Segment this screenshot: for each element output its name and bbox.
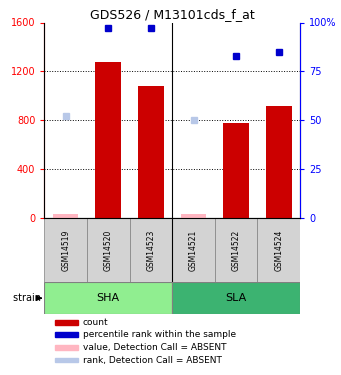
Bar bbox=[44, 218, 87, 282]
Text: GSM14522: GSM14522 bbox=[232, 230, 241, 271]
Bar bbox=[55, 320, 78, 324]
Bar bbox=[266, 106, 292, 218]
Text: count: count bbox=[83, 318, 108, 327]
Bar bbox=[172, 218, 215, 282]
Bar bbox=[95, 62, 121, 218]
Text: SHA: SHA bbox=[97, 293, 120, 303]
Bar bbox=[55, 345, 78, 350]
Title: GDS526 / M13101cds_f_at: GDS526 / M13101cds_f_at bbox=[90, 8, 255, 21]
Text: rank, Detection Call = ABSENT: rank, Detection Call = ABSENT bbox=[83, 356, 222, 364]
Text: GSM14521: GSM14521 bbox=[189, 230, 198, 271]
Text: value, Detection Call = ABSENT: value, Detection Call = ABSENT bbox=[83, 343, 226, 352]
Bar bbox=[53, 214, 78, 218]
Bar bbox=[223, 123, 249, 218]
Bar bbox=[55, 332, 78, 337]
Bar bbox=[257, 218, 300, 282]
Bar bbox=[55, 358, 78, 362]
Text: percentile rank within the sample: percentile rank within the sample bbox=[83, 330, 236, 339]
Text: GSM14519: GSM14519 bbox=[61, 230, 70, 271]
Text: GSM14520: GSM14520 bbox=[104, 230, 113, 271]
Text: strain: strain bbox=[13, 293, 44, 303]
Bar bbox=[44, 282, 172, 314]
Bar bbox=[172, 282, 300, 314]
Bar bbox=[87, 218, 130, 282]
Text: GSM14524: GSM14524 bbox=[274, 230, 283, 271]
Bar bbox=[130, 218, 172, 282]
Text: SLA: SLA bbox=[225, 293, 247, 303]
Bar bbox=[181, 214, 206, 218]
Text: GSM14523: GSM14523 bbox=[146, 230, 155, 271]
Bar bbox=[138, 86, 164, 218]
Bar bbox=[215, 218, 257, 282]
